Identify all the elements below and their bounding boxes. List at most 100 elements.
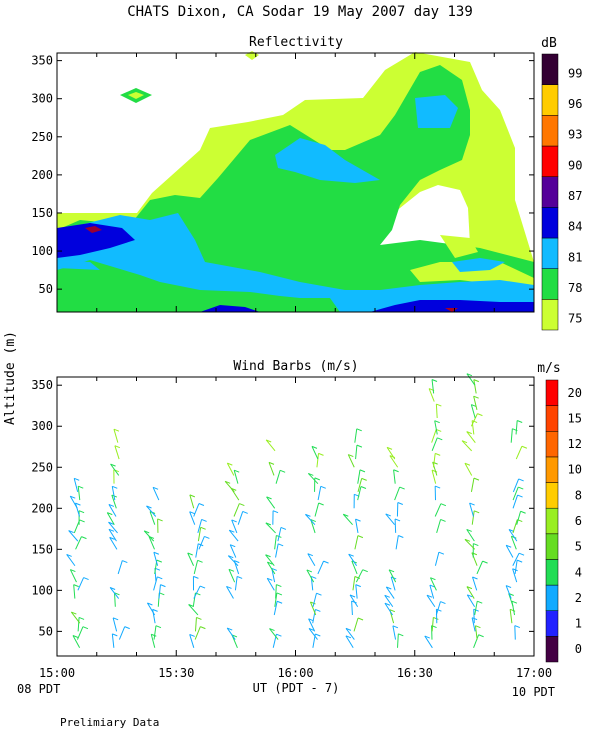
wind-barb [505, 545, 514, 558]
wind-barb-flag [279, 469, 286, 473]
wind-barb-flag [112, 617, 119, 621]
wind-barb [515, 420, 518, 435]
refl-colorbar-label: 81 [568, 250, 582, 264]
wind-barb [72, 635, 81, 649]
wind-barb-flag [193, 575, 199, 579]
wind-barb-flag [265, 554, 271, 558]
contour-87 [85, 226, 102, 233]
wind-barb [349, 594, 359, 608]
wind-barb-flag [518, 486, 524, 490]
wind-barb-flag [189, 511, 195, 515]
wind-barb [434, 552, 440, 566]
wind-barb [316, 453, 320, 468]
wind-barb-flag [199, 585, 206, 589]
wind-barb-flag [83, 577, 89, 581]
wind-barb [227, 555, 239, 567]
wind-barb-flag [393, 469, 399, 473]
wind-barb-flag [307, 553, 313, 557]
wind-barb-flag [157, 518, 163, 522]
wind-barb-flag [276, 633, 282, 637]
wind-barb-flag [474, 510, 480, 514]
wind-barb [70, 611, 81, 624]
wind-barb [431, 470, 437, 484]
wind-barb-flag [311, 445, 318, 449]
wind-barb-flag [227, 462, 233, 466]
wind-barb [274, 592, 278, 607]
wind-barb [194, 617, 197, 632]
wind-barb [355, 584, 358, 599]
wind-barb [158, 584, 161, 599]
wind-barb [436, 519, 442, 534]
wind-barb [466, 529, 475, 542]
wind-barb-flag [200, 526, 206, 530]
wind-barb [470, 478, 475, 492]
wind-barb [108, 504, 117, 517]
wind-barb-flag [315, 608, 321, 612]
wind-barb [386, 447, 396, 460]
wind-barb-flag [467, 594, 473, 598]
wind-barb-flag [151, 633, 157, 637]
wind-barb [395, 535, 399, 550]
refl-y-tick-label: 50 [39, 282, 53, 296]
wind-barb-flag [426, 594, 433, 598]
wind-barb-flag [320, 485, 326, 489]
wind-y-tick-label: 100 [31, 583, 53, 597]
wind-barb-flag [159, 592, 165, 596]
wind-barb [470, 413, 478, 427]
wind-barb [510, 536, 517, 550]
wind-barb [109, 587, 120, 599]
wind-barb-flag [348, 553, 354, 557]
wind-barb-flag [461, 440, 468, 444]
wind-barb [153, 625, 157, 640]
windbarb-plot-frame [56, 376, 535, 657]
wind-barb-flag [431, 379, 438, 382]
wind-barb [510, 428, 513, 443]
wind-barb-flag [110, 463, 116, 467]
wind-barb-flag [473, 395, 479, 399]
wind-barb [117, 560, 123, 575]
wind-barb [150, 634, 156, 648]
wind-barb [114, 592, 116, 607]
refl-colorbar-segment [541, 299, 559, 331]
wind-barb [472, 576, 478, 591]
wind-barb-flag [438, 551, 445, 555]
wind-barb [508, 529, 518, 542]
wind-barb-flag [152, 608, 158, 612]
wind-barb [474, 601, 478, 616]
wind-barb [194, 626, 201, 640]
wind-barb-flag [277, 543, 284, 547]
refl-colorbar-label: 90 [568, 158, 582, 172]
wind-barb-flag [188, 604, 194, 607]
wind-barb [354, 428, 358, 443]
wind-y-tick-label: 300 [31, 419, 53, 433]
wind-barb [188, 604, 199, 616]
wind-barb [314, 502, 320, 517]
wind-barb [345, 628, 355, 640]
wind-barb-flag [464, 462, 471, 466]
wind-barb [424, 635, 433, 649]
wind-barb [229, 544, 237, 558]
wind-barb-flag [108, 503, 115, 507]
refl-colorbar-label: 78 [568, 281, 582, 295]
wind-barb-flag [384, 594, 390, 598]
wind-barb [307, 473, 319, 485]
wind-barb-flag [160, 584, 166, 588]
wind-barb-flag [315, 633, 321, 637]
wind-barb-flag [505, 544, 512, 548]
wind-colorbar-label: 1 [575, 617, 582, 631]
refl-y-tick-label: 250 [31, 130, 53, 144]
wind-barb-flag [114, 445, 121, 449]
x-tick-label: 17:00 [516, 666, 552, 680]
wind-barb [189, 494, 195, 509]
wind-barb [193, 585, 201, 599]
wind-barb-flag [228, 555, 234, 559]
wind-barb [265, 522, 276, 534]
contour-84d [370, 300, 534, 312]
wind-barb-flag [108, 528, 115, 532]
wind-barb-flag [356, 444, 363, 448]
wind-barb [429, 584, 435, 599]
wind-barb-flag [478, 634, 484, 638]
wind-barb-flag [471, 420, 478, 424]
wind-barb [275, 543, 279, 558]
refl-colorbar-segment [541, 84, 559, 116]
